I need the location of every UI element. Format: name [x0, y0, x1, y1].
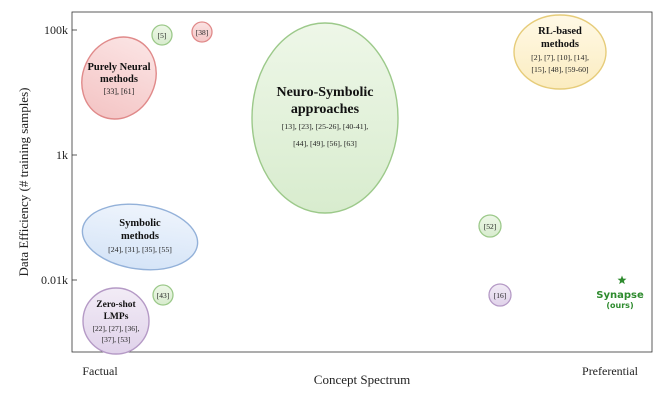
symbolic-title-line1: Symbolic	[119, 218, 161, 229]
rl-based-refs-line1: [2], [7], [10], [14],	[531, 53, 589, 62]
y-axis-label: Data Efficiency (# training samples)	[16, 88, 31, 277]
synapse-note: (ours)	[606, 301, 633, 310]
zero-shot-title-line2: LMPs	[104, 312, 129, 322]
ref52-label: [52]	[484, 222, 497, 231]
purely-neural-title-line1: Purely Neural	[87, 62, 150, 73]
ref5-label: [5]	[158, 31, 167, 40]
neuro-symbolic-ellipse	[251, 22, 399, 214]
zero-shot-group: Zero-shot LMPs [22], [27], [36], [37], […	[82, 287, 150, 355]
ref5-circle	[151, 24, 173, 46]
ref43-circle	[152, 284, 174, 306]
symbolic-ellipse	[81, 203, 199, 271]
ref16-circle	[488, 283, 512, 307]
y-tick-label: 0.01k	[41, 273, 68, 287]
purely-neural-refs: [33], [61]	[104, 87, 135, 96]
x-right-label: Preferential	[582, 364, 639, 378]
ref38-node: [38]	[191, 21, 213, 43]
zero-shot-refs-line2: [37], [53]	[102, 335, 131, 344]
symbolic-group: Symbolic methods [24], [31], [35], [55]	[81, 203, 199, 271]
ref52-circle	[478, 214, 502, 238]
ref43-label: [43]	[157, 291, 170, 300]
symbolic-refs: [24], [31], [35], [55]	[108, 245, 172, 254]
purely-neural-ellipse	[81, 36, 157, 120]
y-tick-label: 100k	[44, 23, 68, 37]
star-icon	[617, 275, 627, 285]
rl-based-title-line2: methods	[541, 39, 579, 50]
ref43-node: [43]	[152, 284, 174, 306]
purely-neural-title-line2: methods	[100, 74, 138, 85]
neuro-symbolic-group: Neuro-Symbolic approaches [13], [23], [2…	[251, 22, 399, 214]
neuro-symbolic-title-line1: Neuro-Symbolic	[277, 85, 374, 100]
symbolic-title-line2: methods	[121, 231, 159, 242]
ref16-label: [16]	[494, 291, 507, 300]
purely-neural-group: Purely Neural methods [33], [61]	[81, 36, 157, 120]
ref38-circle	[191, 21, 213, 43]
zero-shot-ellipse	[82, 287, 150, 355]
ref5-node: [5]	[151, 24, 173, 46]
neuro-symbolic-refs-line1: [13], [23], [25-26], [40-41],	[282, 122, 368, 131]
plot-frame	[71, 11, 653, 353]
neuro-symbolic-title-line2: approaches	[291, 102, 360, 117]
zero-shot-refs-line1: [22], [27], [36],	[93, 324, 140, 333]
rl-based-ellipse	[513, 14, 607, 90]
ref38-label: [38]	[196, 28, 209, 37]
neuro-symbolic-refs-line2: [44], [49], [56], [63]	[293, 139, 357, 148]
y-tick-label: 1k	[56, 148, 68, 162]
zero-shot-title-line1: Zero-shot	[96, 300, 136, 310]
ref52-node: [52]	[478, 214, 502, 238]
rl-based-group: RL-based methods [2], [7], [10], [14], […	[513, 14, 607, 90]
synapse-marker: Synapse (ours)	[596, 275, 644, 310]
ref16-node: [16]	[488, 283, 512, 307]
rl-based-refs-line2: [15], [48], [59-60]	[531, 65, 589, 74]
x-axis-label: Concept Spectrum	[314, 372, 410, 387]
synapse-name: Synapse	[596, 290, 644, 301]
x-left-label: Factual	[82, 364, 118, 378]
rl-based-title-line1: RL-based	[538, 26, 582, 37]
